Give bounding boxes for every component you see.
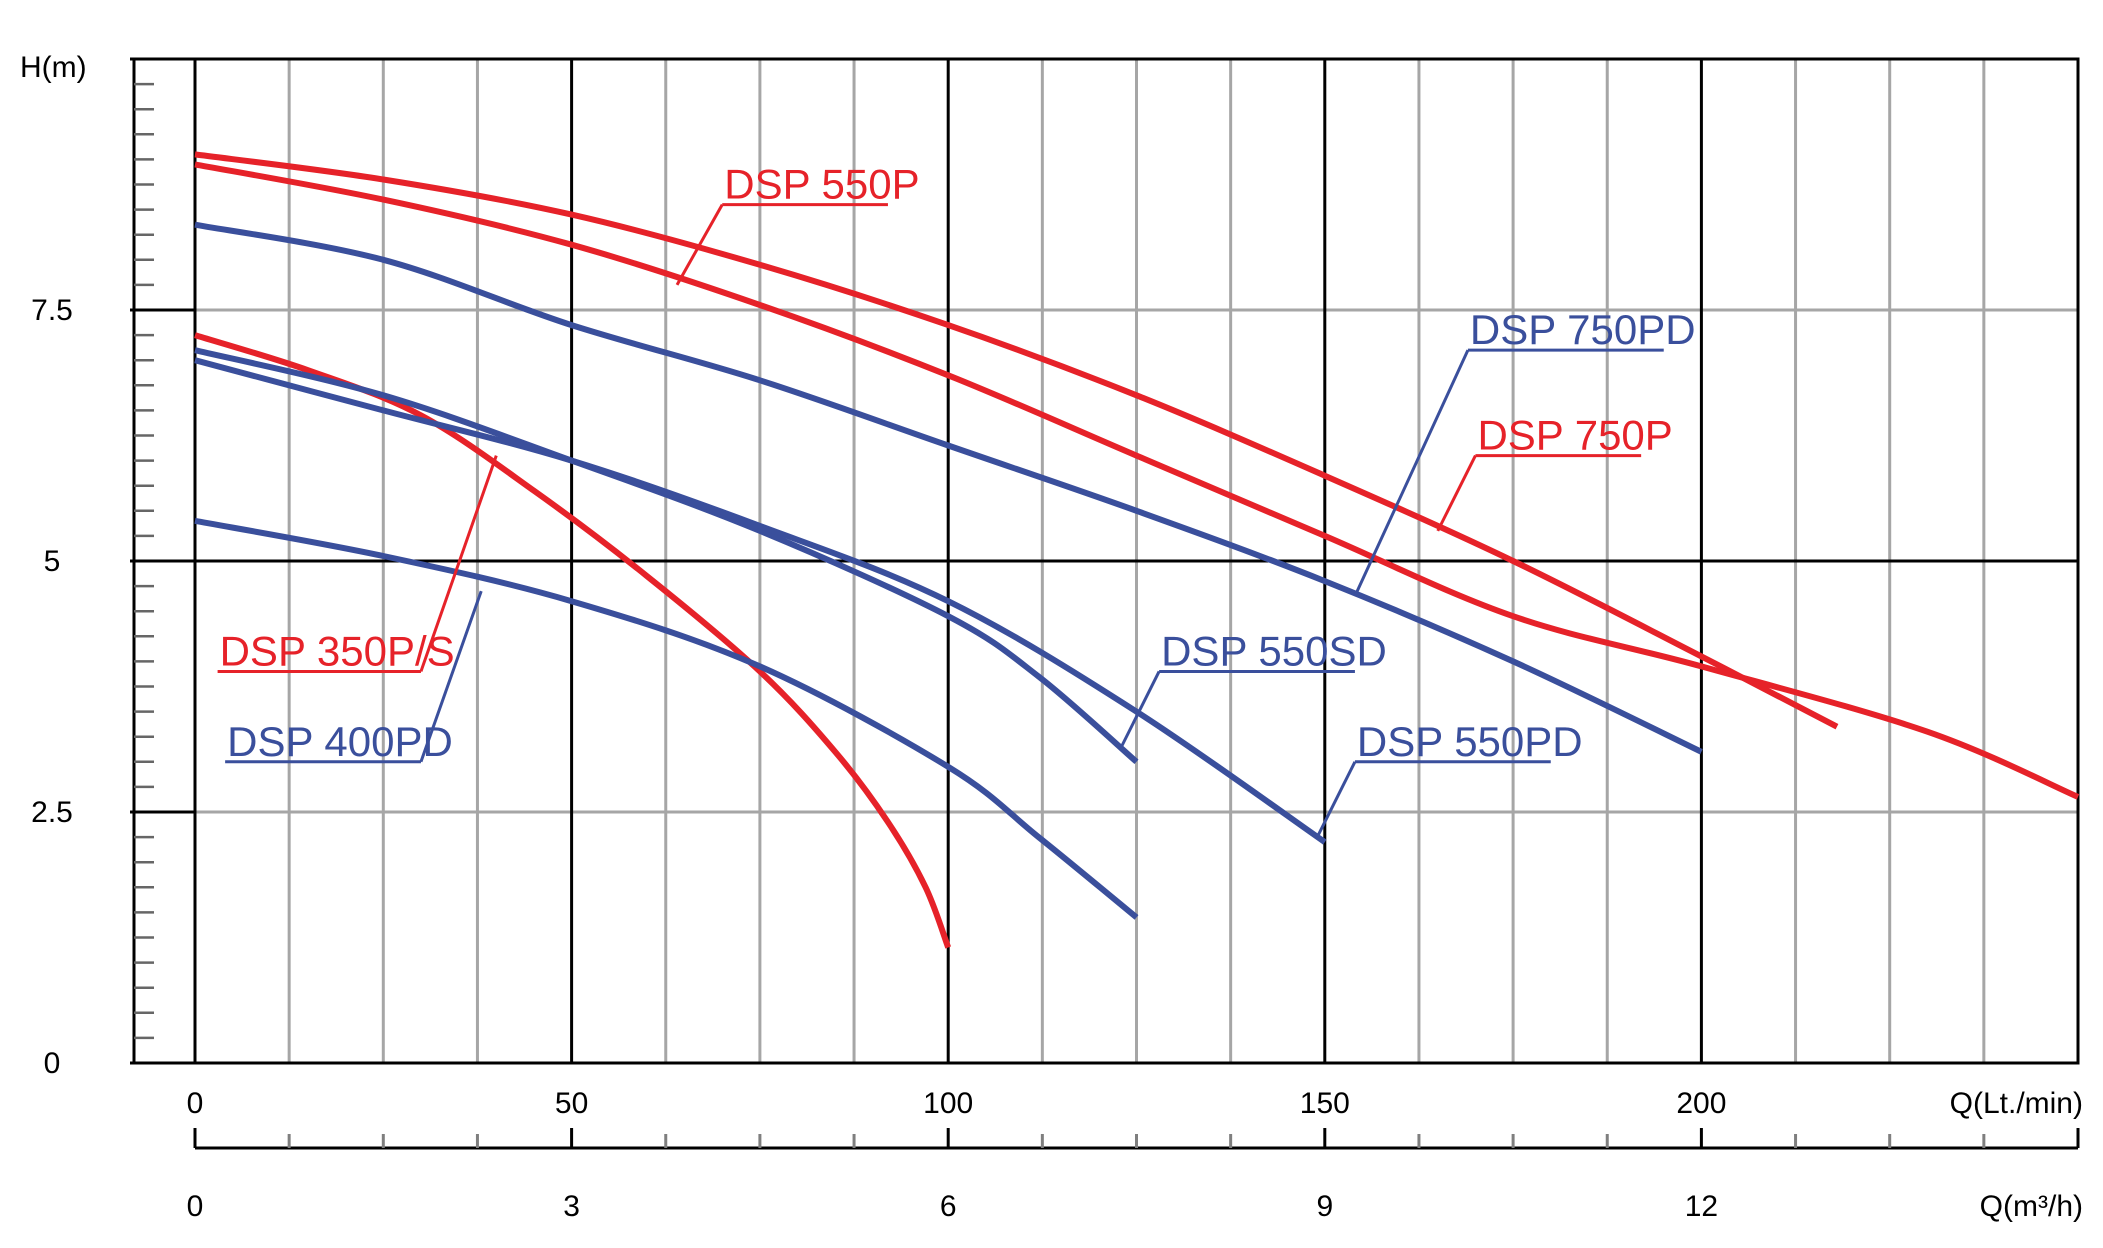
- x2-tick-label: 0: [187, 1190, 204, 1223]
- y-tick-label: 2.5: [31, 796, 73, 829]
- series-line-dsp-750p: [194, 161, 2080, 800]
- series-label-dsp-750pd: DSP 750PD: [1470, 306, 1696, 353]
- series-label-dsp-550sd: DSP 550SD: [1161, 627, 1387, 674]
- series-label-dsp-550pd: DSP 550PD: [1357, 718, 1583, 765]
- x2-tick-label: 3: [563, 1190, 580, 1223]
- y-tick-label: 7.5: [31, 294, 73, 327]
- grid: [195, 59, 2078, 1063]
- series-label-leader: [1315, 761, 1357, 838]
- series-annotations: DSP 550P DSP 750P DSP 350P/S DSP 750PD DSP 5…: [217, 161, 1696, 838]
- series-line-dsp-750pd: [194, 221, 1703, 755]
- tick-labels: 0 2.5 5 7.5 0 50 100 150 200 0 3 6 9 12: [31, 294, 1726, 1223]
- x-tick-label: 50: [555, 1087, 588, 1120]
- series-label-leader: [675, 203, 724, 286]
- series-label-dsp-400pd: DSP 400PD: [227, 718, 453, 765]
- plot-frame: [193, 57, 2080, 1065]
- y-tick-label: 5: [44, 545, 61, 578]
- series-label-leader: [1436, 454, 1477, 532]
- x-tick-label: 150: [1300, 1087, 1350, 1120]
- series-line-dsp-550p: [194, 151, 1839, 730]
- series-label-dsp-750p: DSP 750P: [1477, 412, 1672, 459]
- series-label-leader: [1120, 670, 1161, 748]
- x-axis-title: Q(Lt./min): [1950, 1087, 2083, 1120]
- series-label-leader: [419, 590, 483, 763]
- y-axis-title: H(m): [20, 51, 87, 84]
- x2-tick-label: 12: [1685, 1190, 1718, 1223]
- series-label-leader: [1353, 349, 1470, 597]
- x-tick-label: 0: [187, 1087, 204, 1120]
- series-line-dsp-550sd: [194, 347, 1139, 765]
- x2-axis-title: Q(m³/h): [1980, 1190, 2083, 1223]
- series-label-dsp-350p-s: DSP 350P/S: [220, 627, 455, 674]
- series-lines: [194, 151, 2080, 949]
- x-tick-label: 200: [1676, 1087, 1726, 1120]
- x2-tick-label: 9: [1316, 1190, 1333, 1223]
- x-tick-label: 100: [923, 1087, 973, 1120]
- x2-tick-label: 6: [940, 1190, 957, 1223]
- series-label-leader: [419, 455, 498, 672]
- series-line-dsp-400pd: [194, 517, 1139, 920]
- y-tick-label: 0: [44, 1047, 61, 1080]
- series-label-dsp-550p: DSP 550P: [724, 161, 919, 208]
- axes: [130, 57, 2080, 1150]
